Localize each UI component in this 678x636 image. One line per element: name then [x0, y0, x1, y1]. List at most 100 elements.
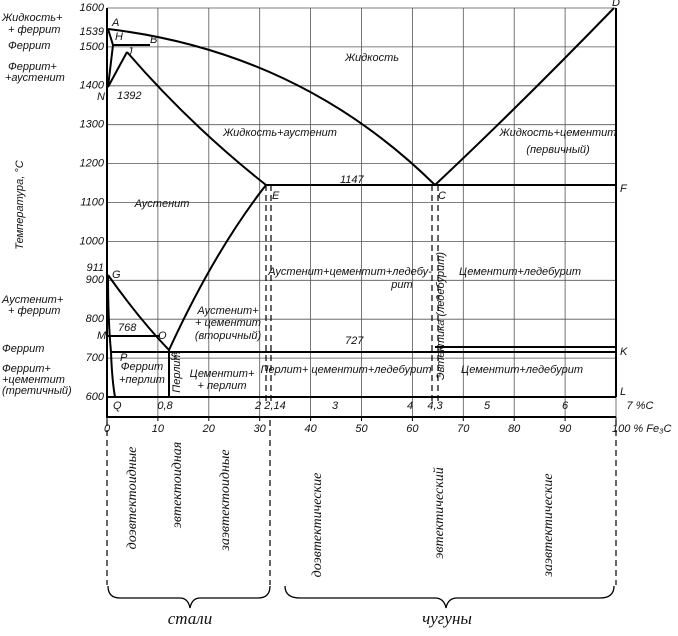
region-label: Жидкость+цементит	[499, 127, 617, 139]
region-label: (первичный)	[526, 144, 590, 156]
group-label: стали	[168, 609, 212, 628]
y-special-tick: 911	[86, 262, 104, 274]
group-label: чугуны	[422, 609, 472, 628]
x-carbon-tick-label: 7 %C	[627, 400, 654, 412]
region-label: Жидкость	[344, 52, 399, 64]
point-label: S	[170, 351, 178, 363]
point-label: L	[620, 386, 626, 398]
phase-lines	[106, 7, 617, 418]
y-tick-label: 1000	[80, 235, 105, 247]
point-label: P	[120, 352, 128, 364]
side-label: Жидкость+	[1, 12, 63, 24]
y-tick-label: 1500	[80, 41, 105, 53]
side-label: + феррит	[8, 24, 60, 36]
side-label: +аустенит	[5, 72, 65, 84]
class-label: заэвтектические	[541, 473, 556, 577]
side-label: Феррит+	[2, 363, 51, 375]
point-label: A	[111, 17, 119, 29]
class-label: доэвтектические	[310, 473, 325, 578]
points: A B H J N E C D F G M O P S K L Q	[97, 0, 628, 412]
x-fe3c-tick-label: 90	[559, 423, 572, 435]
brace-cast-iron	[284, 585, 615, 609]
point-label: F	[620, 183, 628, 195]
brace-steel	[107, 585, 271, 609]
class-label: эвтектоидная	[170, 442, 185, 529]
class-label: доэвтектоидные	[125, 447, 140, 550]
side-label: Феррит+	[8, 61, 57, 73]
dashed-e	[265, 185, 272, 405]
region-label: Перлит+ цементит+ледебурит	[260, 364, 431, 376]
point-label: N	[97, 91, 105, 103]
liquidus-cd	[434, 7, 615, 186]
y-tick-label: 1200	[80, 158, 105, 170]
regions: Жидкость Жидкость+аустенит Жидкость+цеме…	[119, 52, 616, 393]
point-label: M	[97, 330, 107, 342]
y-tick-label: 600	[86, 391, 105, 403]
point-label: C	[438, 190, 446, 202]
y-special-tick: 1539	[80, 26, 104, 38]
region-label: +перлит	[119, 374, 165, 386]
y-tick-label: 1400	[80, 80, 105, 92]
x-carbon-tick-label: 4	[407, 400, 413, 412]
x-carbon-tick-label: 0,8	[157, 400, 173, 412]
region-label: Аустенит+цементит+ледебу-	[267, 266, 432, 278]
x-fe3c-tick-label: 40	[304, 423, 317, 435]
temperature-label: 1147	[340, 174, 365, 186]
side-label: + феррит	[8, 305, 60, 317]
x-fe3c-tick-label: 100 % Fe₃C	[612, 423, 671, 435]
x-carbon-tick-label: 3	[332, 400, 339, 412]
dividers	[106, 420, 617, 585]
class-label: заэвтектоидные	[218, 449, 233, 551]
line-se	[168, 184, 267, 351]
x-carbon-tick-label: 4,3	[427, 400, 443, 412]
point-label: B	[150, 34, 157, 46]
point-label: K	[620, 346, 628, 358]
side-label: Феррит	[2, 343, 44, 355]
x-carbon-tick-label: 2	[254, 400, 261, 412]
point-label: E	[272, 190, 280, 202]
y-tick-label: 800	[86, 313, 105, 325]
region-label: + перлит	[197, 380, 246, 392]
point-label: J	[126, 46, 133, 58]
region-label: Аустенит+	[196, 305, 259, 317]
temperature-label: 768	[118, 322, 137, 334]
x-fe3c-tick-label: 30	[254, 423, 267, 435]
region-label: Жидкость+аустенит	[222, 127, 337, 139]
x-fe3c-tick-label: 10	[152, 423, 165, 435]
point-label: D	[612, 0, 620, 9]
line-gp	[107, 274, 112, 353]
point-label: O	[158, 330, 167, 342]
y-tick-label: 700	[86, 352, 105, 364]
class-label: эвтектический	[432, 467, 447, 559]
region-label: Феррит	[121, 361, 163, 373]
region-label: Перлит	[171, 351, 183, 392]
region-label: (вторичный)	[195, 330, 262, 342]
x-fe3c-tick-label: 70	[457, 423, 470, 435]
region-label: Цементит+	[190, 368, 255, 380]
region-label: + цементит	[195, 317, 261, 329]
y-axis-title: Температура, °C	[14, 160, 26, 249]
x-carbon-tick-label: 2,14	[263, 400, 285, 412]
solidus-je	[126, 51, 267, 186]
y-tick-label: 900	[86, 274, 105, 286]
side-label: Феррит	[8, 40, 50, 52]
side-label: Аустенит+	[1, 294, 64, 306]
line-hnj	[107, 44, 128, 88]
side-label: (третичный)	[2, 385, 72, 397]
x-carbon-tick-label: 5	[484, 400, 491, 412]
side-label: +цементит	[2, 374, 65, 386]
grid	[106, 7, 617, 417]
x-carbon-tick-label: 6	[562, 400, 569, 412]
region-label: Аустенит	[134, 198, 190, 210]
point-label: Q	[113, 400, 122, 412]
line-gs	[107, 274, 170, 351]
y-tick-label: 1300	[80, 119, 105, 131]
temperature-label: 1392	[117, 90, 141, 102]
point-label: G	[112, 269, 121, 281]
y-tick-label: 1600	[80, 2, 105, 14]
x-fe3c-tick-label: 20	[202, 423, 216, 435]
x-fe3c-tick-label: 50	[355, 423, 368, 435]
y-tick-label: 1100	[80, 196, 105, 208]
point-label: H	[115, 31, 123, 43]
